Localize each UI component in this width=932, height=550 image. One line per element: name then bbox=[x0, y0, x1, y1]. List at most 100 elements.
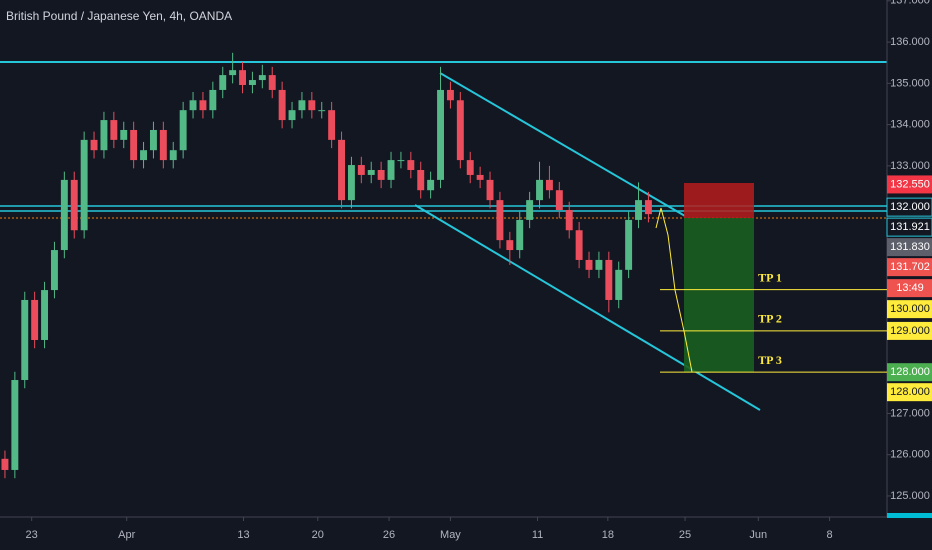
candle-body bbox=[466, 160, 474, 175]
candle-body bbox=[248, 80, 256, 85]
candle-body bbox=[149, 129, 157, 151]
price-tag-label: 131.830 bbox=[890, 241, 930, 253]
candle-body bbox=[21, 299, 29, 381]
candle-body bbox=[278, 89, 286, 121]
y-tick-label: 134.000 bbox=[890, 119, 930, 131]
candle-body bbox=[357, 165, 365, 175]
x-tick-label: Jun bbox=[749, 529, 767, 541]
price-tag bbox=[887, 175, 932, 194]
candle-body bbox=[100, 120, 108, 151]
price-tag bbox=[886, 197, 932, 217]
price-tag-label: 132.000 bbox=[890, 201, 930, 213]
candles bbox=[1, 52, 652, 479]
price-tag bbox=[887, 238, 932, 257]
candle-body bbox=[209, 89, 217, 111]
candle-body bbox=[565, 210, 573, 231]
candle-body bbox=[555, 190, 563, 211]
candle-body bbox=[258, 75, 266, 81]
candle-body bbox=[456, 100, 464, 161]
target-label: TP 1 bbox=[758, 270, 782, 284]
candle-body bbox=[476, 174, 484, 180]
y-tick-label: 135.000 bbox=[890, 77, 930, 89]
candle-body bbox=[189, 100, 197, 111]
price-tag-label: 131.921 bbox=[890, 221, 930, 233]
candle-body bbox=[615, 269, 623, 300]
y-tick-label: 133.000 bbox=[890, 160, 930, 172]
x-tick-label: 13 bbox=[237, 529, 249, 541]
price-tag bbox=[886, 217, 932, 237]
candle-body bbox=[110, 120, 118, 140]
candle-body bbox=[407, 160, 415, 170]
y-tick-label: 125.000 bbox=[890, 490, 930, 502]
price-tag-label: 128.000 bbox=[890, 386, 930, 398]
candle-body bbox=[427, 179, 435, 191]
candle-body bbox=[229, 70, 237, 76]
candle-body bbox=[635, 200, 642, 220]
candle-body bbox=[90, 139, 98, 151]
axis-marker bbox=[887, 513, 932, 518]
candle-body bbox=[318, 110, 326, 112]
channel-lower bbox=[414, 204, 761, 411]
candle-body bbox=[288, 110, 296, 121]
target-label: TP 2 bbox=[758, 312, 782, 326]
channel-upper bbox=[439, 72, 686, 217]
candle-body bbox=[219, 75, 227, 90]
x-tick-label: 25 bbox=[679, 529, 691, 541]
candle-body bbox=[437, 89, 444, 180]
candle-body bbox=[199, 100, 207, 111]
candle-body bbox=[367, 169, 375, 175]
price-tag bbox=[887, 383, 932, 402]
candle-body bbox=[308, 100, 316, 111]
candle-body bbox=[80, 139, 88, 231]
y-tick-label: 136.000 bbox=[890, 36, 930, 48]
candle-body bbox=[516, 219, 524, 251]
candle-body bbox=[536, 179, 543, 201]
candle-body bbox=[417, 169, 425, 191]
x-tick-label: 8 bbox=[827, 529, 833, 541]
price-tag-label: 131.702 bbox=[890, 261, 930, 273]
candle-body bbox=[526, 200, 534, 220]
price-tag-label: 129.000 bbox=[890, 325, 930, 337]
price-tag bbox=[887, 321, 932, 340]
candle-body bbox=[397, 160, 405, 162]
candle-body bbox=[70, 179, 78, 231]
candle-body bbox=[268, 75, 276, 90]
candle-body bbox=[50, 250, 58, 291]
candle-body bbox=[625, 219, 633, 270]
candle-body bbox=[120, 129, 128, 140]
candle-body bbox=[595, 259, 603, 270]
x-tick-label: 11 bbox=[532, 529, 543, 541]
stop-zone bbox=[684, 183, 754, 218]
candle-body bbox=[545, 179, 553, 191]
candle-body bbox=[328, 110, 336, 140]
candle-body bbox=[41, 290, 49, 340]
price-tag bbox=[887, 300, 932, 319]
candle-body bbox=[575, 230, 583, 260]
candle-body bbox=[298, 100, 306, 111]
candle-body bbox=[130, 129, 138, 161]
candle-body bbox=[338, 139, 345, 201]
y-tick-label: 126.000 bbox=[890, 449, 930, 461]
candle-body bbox=[60, 179, 68, 251]
candle-body bbox=[387, 160, 395, 180]
candle-body bbox=[605, 259, 613, 300]
price-tag-label: 130.000 bbox=[890, 303, 930, 315]
price-tag bbox=[887, 363, 932, 382]
x-tick-label: 20 bbox=[312, 529, 324, 541]
candle-body bbox=[31, 299, 39, 340]
chart-title: British Pound / Japanese Yen, 4h, OANDA bbox=[6, 9, 232, 23]
price-tag-label: 132.550 bbox=[890, 178, 930, 190]
candle-body bbox=[1, 458, 9, 470]
candle-body bbox=[585, 259, 593, 270]
countdown-tag bbox=[887, 279, 932, 298]
candle-body bbox=[140, 150, 148, 161]
drawings bbox=[0, 61, 887, 411]
y-tick-label: 127.000 bbox=[890, 407, 930, 419]
candle-body bbox=[169, 150, 177, 161]
x-tick-label: 23 bbox=[26, 529, 38, 541]
projection-arrow bbox=[655, 207, 693, 373]
target-label: TP 3 bbox=[758, 353, 782, 367]
